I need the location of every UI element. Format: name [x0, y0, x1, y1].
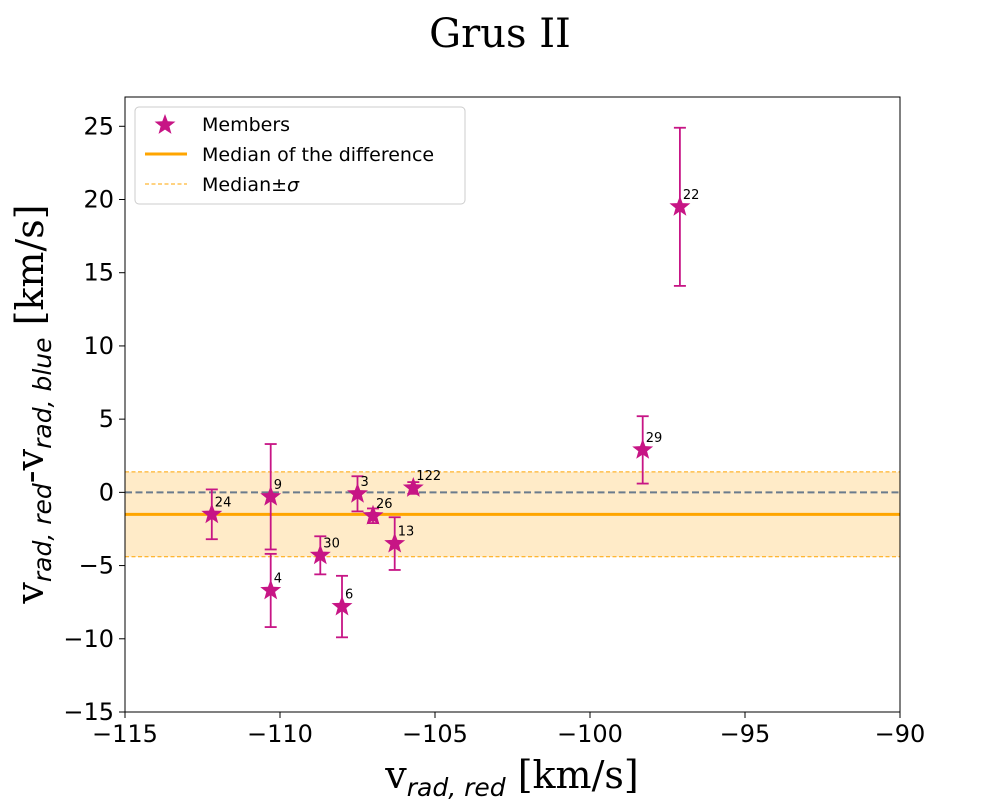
- y-axis-label: vrad, red-vrad, blue [km/s]: [8, 204, 57, 604]
- x-tick-label: −90: [875, 720, 926, 748]
- y-tick-label: 15: [83, 259, 114, 287]
- x-tick-label: −105: [402, 720, 468, 748]
- legend-sigma-label: Median±σ: [202, 174, 300, 196]
- data-point: 24: [201, 488, 232, 541]
- star-marker: [384, 532, 406, 553]
- star-marker: [331, 595, 353, 616]
- legend-box: [134, 106, 466, 205]
- star-marker: [201, 503, 223, 524]
- chart-title: Grus II: [429, 11, 571, 57]
- point-label: 9: [274, 478, 282, 493]
- point-label: 22: [683, 188, 700, 203]
- point-label: 13: [398, 525, 415, 540]
- star-marker: [362, 504, 384, 525]
- data-point: 4: [260, 552, 282, 628]
- data-point: 30: [309, 535, 340, 576]
- data-point: 22: [669, 126, 700, 287]
- point-label: 29: [646, 431, 663, 446]
- point-label: 122: [416, 469, 441, 484]
- point-label: 4: [274, 571, 282, 586]
- y-tick-label: −10: [63, 625, 114, 653]
- star-marker: [632, 438, 654, 459]
- star-marker: [347, 482, 368, 503]
- data-point: 122: [402, 469, 441, 497]
- legend-members-label: Members: [202, 114, 290, 136]
- y-tick-label: 5: [99, 405, 114, 433]
- point-label: 26: [376, 497, 393, 512]
- y-tick-label: 10: [83, 332, 114, 360]
- legend-median-label: Median of the difference: [202, 144, 434, 166]
- x-axis-ticks: −115 −110 −105 −100 −95 −90: [92, 712, 925, 748]
- data-point: 26: [362, 497, 393, 525]
- star-marker: [260, 485, 282, 506]
- point-label: 3: [361, 475, 369, 490]
- y-tick-label: −5: [79, 552, 114, 580]
- x-tick-label: −115: [92, 720, 158, 748]
- legend-star-marker: [154, 114, 176, 134]
- point-label: 24: [215, 495, 232, 510]
- star-marker: [402, 476, 424, 497]
- x-tick-label: −110: [247, 720, 313, 748]
- y-tick-label: 20: [83, 186, 114, 214]
- data-points-layer: 24 9 4 30 6 3 26 13 122 29 22: [201, 126, 700, 639]
- star-marker: [669, 195, 691, 216]
- x-tick-label: −95: [720, 720, 771, 748]
- y-axis-ticks: −15 −10 −5 0 5 10 15 20 25: [63, 112, 125, 726]
- data-point: 3: [347, 475, 369, 513]
- y-tick-label: 25: [83, 112, 114, 140]
- x-axis-label: vrad, red [km/s]: [384, 753, 638, 800]
- point-label: 6: [345, 588, 353, 603]
- data-point: 9: [260, 443, 282, 551]
- data-point: 6: [331, 574, 353, 639]
- x-tick-label: −100: [557, 720, 623, 748]
- legend: Members Median of the difference Median±…: [134, 106, 466, 205]
- data-point: 13: [384, 516, 415, 571]
- y-tick-label: −15: [63, 698, 114, 726]
- data-point: 29: [632, 415, 663, 485]
- star-marker: [309, 544, 331, 565]
- plot-frame: [124, 96, 901, 713]
- star-marker: [260, 579, 282, 600]
- point-label: 30: [323, 536, 340, 551]
- reference-lines-layer: [125, 491, 900, 516]
- y-tick-label: 0: [99, 478, 114, 506]
